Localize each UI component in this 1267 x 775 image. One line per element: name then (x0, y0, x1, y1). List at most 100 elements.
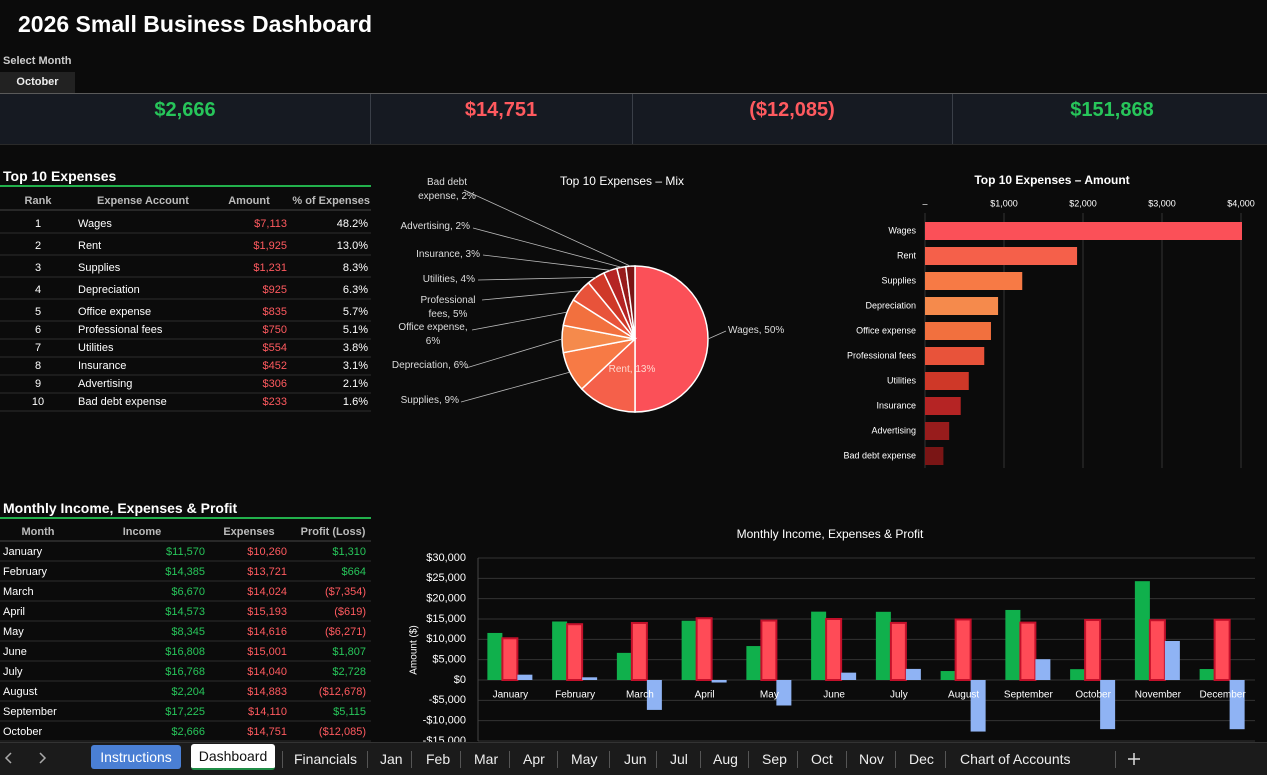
table-cell: ($12,678) (318, 686, 366, 698)
column-bar (517, 674, 533, 680)
table-cell: 1 (34, 218, 42, 230)
table-cell: ($619) (334, 606, 366, 618)
month-selector[interactable]: October (0, 72, 75, 93)
table-cell: $925 (262, 284, 287, 296)
bar (925, 447, 944, 465)
table-cell: September (3, 706, 57, 718)
column-header: Profit (Loss) (300, 526, 366, 538)
leader-line (482, 254, 611, 271)
y-tick-label: Utilities (887, 375, 917, 385)
sheet-tab[interactable]: Financials (294, 751, 358, 767)
nav-arrows[interactable] (4, 752, 47, 764)
sheet-tab[interactable]: Jul (670, 751, 688, 767)
tab-nav[interactable] (0, 743, 60, 775)
chart-title: Monthly Income, Expenses & Profit (737, 527, 924, 541)
sheet-tab[interactable]: Dashboard (191, 744, 275, 770)
sheet-tab[interactable]: Nov (859, 751, 884, 767)
table-cell: 6 (34, 324, 42, 336)
column-bar (841, 672, 857, 680)
page-title: 2026 Small Business Dashboard (18, 11, 373, 37)
tab-separator (411, 751, 412, 768)
slice-label: Supplies, 9% (400, 395, 459, 406)
table-cell: $664 (341, 566, 366, 578)
column-bar (1100, 680, 1116, 730)
table-cell: $5,115 (333, 706, 366, 718)
column-bar (875, 611, 891, 680)
sheet-tab[interactable]: Oct (811, 751, 833, 767)
column-bar (905, 668, 921, 680)
sheet-tab[interactable]: Sep (762, 751, 787, 767)
kpi-value: ($12,085) (749, 99, 835, 121)
column-bar (1070, 669, 1086, 680)
bar (925, 247, 1078, 265)
table-cell: $13,721 (247, 566, 287, 578)
sheet-tab[interactable]: Jan (380, 751, 403, 767)
table-cell: Office expense (78, 306, 152, 318)
table-cell: 8.3% (342, 262, 368, 274)
table-cell: 2.1% (342, 378, 368, 390)
tab-separator (1115, 751, 1116, 768)
add-sheet[interactable] (1124, 749, 1144, 769)
column-bar (746, 646, 762, 680)
column-bar (1229, 680, 1245, 730)
table-cell: 8 (34, 360, 42, 372)
sheet-tab[interactable]: May (571, 751, 598, 767)
table-cell: January (3, 546, 43, 558)
sheet-tab[interactable]: Apr (523, 751, 545, 767)
y-tick-label: $0 (454, 674, 466, 686)
y-tick-label: $10,000 (426, 633, 466, 645)
x-tick-label: November (1135, 690, 1182, 701)
tab-separator (557, 751, 558, 768)
sheet-tabs: Instructions Dashboard Financials Jan Feb Mar… (0, 742, 1267, 775)
column-bar (825, 617, 843, 681)
sheet-tab[interactable]: Instructions (91, 745, 181, 769)
x-tick-label: October (1075, 690, 1111, 701)
table-cell: February (3, 566, 48, 578)
y-tick-label: $20,000 (426, 593, 466, 605)
sheet-tab[interactable]: Feb (426, 751, 451, 767)
column-bar (1148, 619, 1166, 681)
sheet-tab[interactable]: Mar (474, 751, 499, 767)
x-tick-label: June (823, 690, 845, 701)
column-header: Income (122, 526, 162, 538)
table-cell: $14,385 (165, 566, 205, 578)
leader-line (477, 276, 596, 281)
tab-separator (748, 751, 749, 768)
sheet-tab[interactable]: Dec (909, 751, 934, 767)
leader-line (471, 311, 568, 331)
sheet-tab[interactable]: Aug (713, 751, 738, 767)
column-bar (1019, 621, 1037, 681)
bar (925, 347, 985, 365)
leader-line (463, 189, 631, 267)
table-cell: Wages (78, 218, 112, 230)
table-cell: 5.7% (342, 306, 368, 318)
y-tick-label: Insurance (876, 400, 916, 410)
column-header: Rank (24, 195, 52, 207)
kpi-divider (632, 94, 633, 144)
table-cell: $835 (262, 306, 287, 318)
column-bar (970, 680, 986, 732)
table-title: Monthly Income, Expenses & Profit (3, 500, 238, 516)
pie-slice (634, 265, 709, 413)
table-cell: Supplies (78, 262, 121, 274)
table-cell: $1,925 (253, 240, 287, 252)
column-header: Expense Account (97, 195, 189, 207)
table-cell: $2,666 (171, 726, 205, 738)
table-cell: 4 (34, 284, 42, 296)
table-cell: $14,751 (247, 726, 287, 738)
table-cell: 3.1% (342, 360, 368, 372)
kpi-value: $151,868 (1070, 99, 1154, 121)
sheet-tab[interactable]: Jun (624, 751, 647, 767)
bar (925, 297, 999, 315)
column-header: Amount (228, 195, 270, 207)
y-tick-label: $15,000 (426, 613, 466, 625)
column-bar (681, 620, 697, 680)
plus-icon[interactable] (1128, 753, 1140, 765)
y-tick-label: Depreciation (865, 300, 916, 310)
sheet-tab[interactable]: Chart of Accounts (960, 751, 1071, 767)
column-bar (1134, 581, 1150, 680)
chart-title: Top 10 Expenses – Mix (560, 174, 684, 188)
kpi-divider (370, 94, 371, 144)
table-cell: $233 (262, 396, 287, 408)
